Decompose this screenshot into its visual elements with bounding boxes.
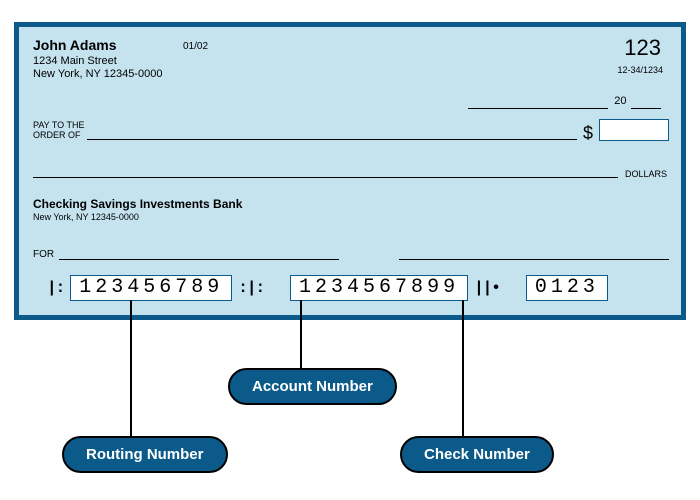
connector-account [300, 300, 302, 368]
date-century-prefix: 20 [614, 95, 626, 107]
micr-transit-symbol-right: :|: [238, 279, 264, 297]
micr-transit-symbol-left: |: [47, 279, 64, 297]
date-line: 20 [411, 91, 661, 109]
connector-check [462, 300, 464, 436]
callout-routing: Routing Number [62, 436, 228, 473]
callout-check: Check Number [400, 436, 554, 473]
for-label: FOR [33, 249, 54, 260]
pay-to-line [87, 139, 577, 140]
micr-onus-symbol: ||• [474, 279, 500, 297]
bank-name: Checking Savings Investments Bank [33, 197, 242, 211]
check-number: 123 [624, 35, 661, 61]
payer-city-state-zip: New York, NY 12345-0000 [33, 68, 162, 80]
micr-routing-box: 123456789 [70, 275, 232, 301]
dollars-line [33, 177, 618, 178]
payer-name: John Adams [33, 37, 162, 53]
payer-address: 1234 Main Street [33, 55, 162, 67]
micr-row: |: 123456789 :|: 1234567899 ||• 0123 [47, 275, 608, 301]
dollar-sign: $ [583, 123, 593, 144]
bank-block: Checking Savings Investments Bank New Yo… [33, 197, 242, 222]
bank-fraction: 12-34/1234 [617, 65, 663, 75]
connector-routing [130, 300, 132, 436]
date-code: 01/02 [183, 41, 208, 52]
pay-to-label: PAY TO THE ORDER OF [33, 121, 93, 141]
signature-line [399, 259, 669, 260]
for-line [59, 259, 339, 260]
bank-city-state-zip: New York, NY 12345-0000 [33, 212, 242, 222]
dollars-label: DOLLARS [625, 169, 667, 179]
payer-block: John Adams 1234 Main Street New York, NY… [33, 37, 162, 80]
micr-check-box: 0123 [526, 275, 608, 301]
callout-account: Account Number [228, 368, 397, 405]
amount-box [599, 119, 669, 141]
micr-account-box: 1234567899 [290, 275, 468, 301]
check: John Adams 1234 Main Street New York, NY… [14, 22, 686, 320]
